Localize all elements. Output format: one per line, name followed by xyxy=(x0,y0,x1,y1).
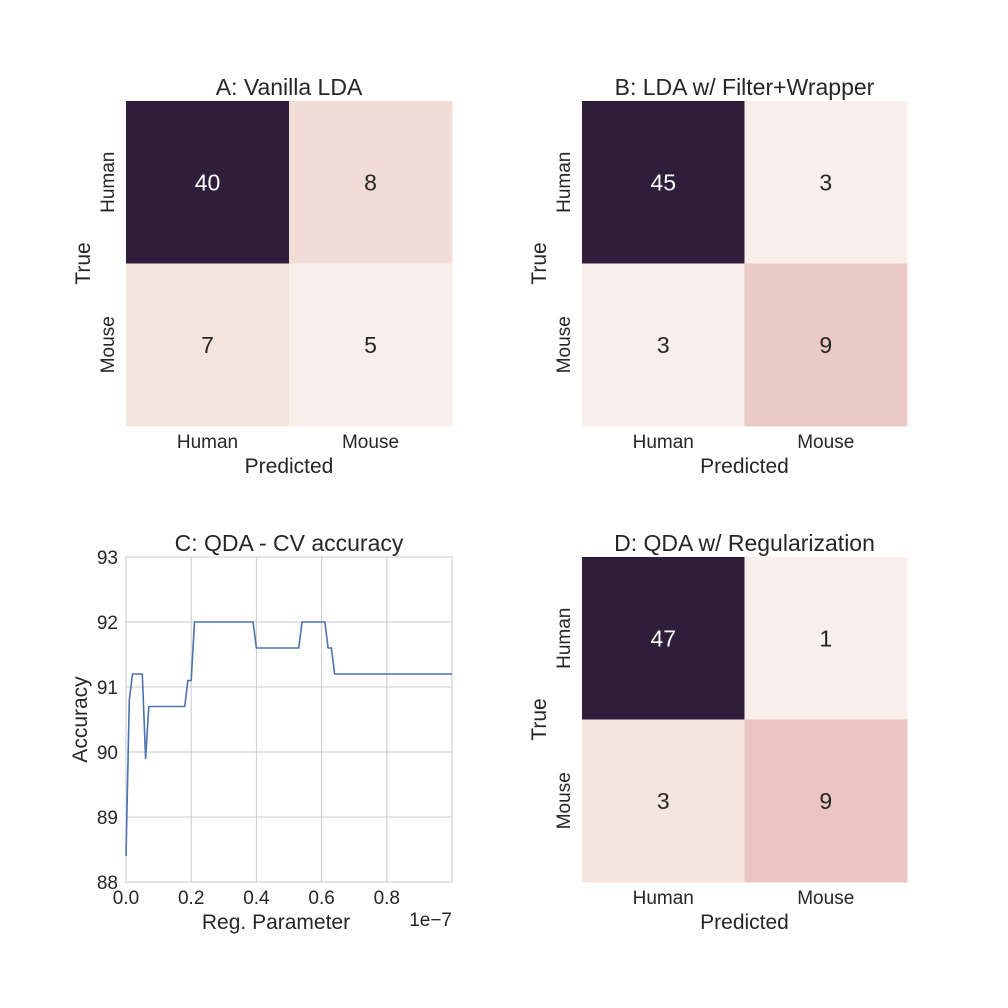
x-axis-label: Reg. Parameter xyxy=(202,911,350,934)
y-axis-label: True xyxy=(528,242,551,284)
heatmap-cell xyxy=(582,557,745,720)
heatmap-cell xyxy=(289,263,453,427)
plot-background xyxy=(126,557,452,882)
cell-value-label: 7 xyxy=(201,332,214,358)
cell-value-label: 8 xyxy=(364,169,377,195)
y-tick-label: 89 xyxy=(97,808,118,829)
y-tick-label: Mouse xyxy=(98,316,119,373)
chart-title: A: Vanilla LDA xyxy=(216,74,363,100)
cell-value-label: 45 xyxy=(650,169,676,195)
x-tick-label: 0.8 xyxy=(374,888,400,909)
cell-value-label: 9 xyxy=(819,332,832,358)
chart-title: D: QDA w/ Regularization xyxy=(614,530,875,556)
x-tick-label: 0.2 xyxy=(178,888,204,909)
x-tick-label: Human xyxy=(633,888,694,909)
chart-title: C: QDA - CV accuracy xyxy=(175,530,404,556)
heatmap-cell xyxy=(744,101,908,264)
heatmap-cell xyxy=(582,719,745,883)
x-tick-label: Mouse xyxy=(797,888,854,909)
x-axis-label: Predicted xyxy=(700,911,789,934)
y-tick-label: Mouse xyxy=(554,772,575,829)
x-offset-label: 1e−7 xyxy=(409,910,452,931)
cell-value-label: 47 xyxy=(650,625,676,651)
panel-a-vanilla-lda: A: Vanilla LDA 40 8 7 5 Human Mouse Human Mouse P… xyxy=(72,74,453,478)
y-tick-label: Human xyxy=(554,608,575,669)
cell-value-label: 3 xyxy=(657,332,670,358)
x-tick-label: 0.4 xyxy=(243,888,270,909)
x-tick-label: 0.6 xyxy=(308,888,334,909)
y-tick-label: Human xyxy=(554,152,575,213)
y-axis-label: True xyxy=(72,242,95,284)
panel-b-lda-filter-wrapper: B: LDA w/ Filter+Wrapper 45 3 3 9 Human Mouse H… xyxy=(528,74,908,478)
heatmap-cell xyxy=(126,101,290,264)
y-tick-label: Mouse xyxy=(554,316,575,373)
x-tick-label: 0.0 xyxy=(113,888,139,909)
x-tick-label: Human xyxy=(177,432,238,453)
plot-frame xyxy=(125,556,453,883)
y-axis-label: True xyxy=(528,698,551,740)
heatmap-cell xyxy=(126,263,290,427)
heatmap-cell xyxy=(289,101,453,264)
heatmap-cell xyxy=(744,263,908,427)
cell-value-label: 1 xyxy=(819,625,832,651)
heatmap-cell xyxy=(744,719,908,883)
panel-c-qda-cv-accuracy: 0.0 0.2 0.4 0.6 0.8 88 89 90 91 92 93 1e−7 C: QDA - … xyxy=(69,530,453,934)
y-tick-label: 88 xyxy=(97,873,118,894)
cell-value-label: 40 xyxy=(195,169,221,195)
x-tick-label: Mouse xyxy=(342,432,399,453)
y-tick-label: Human xyxy=(98,152,119,213)
cell-value-label: 5 xyxy=(364,332,377,358)
y-tick-label: 93 xyxy=(97,548,118,569)
y-axis-label: Accuracy xyxy=(69,676,92,763)
chart-title: B: LDA w/ Filter+Wrapper xyxy=(615,74,875,100)
heatmap-cell xyxy=(582,263,745,427)
cell-value-label: 3 xyxy=(657,788,670,814)
cell-value-label: 3 xyxy=(819,169,832,195)
accuracy-line xyxy=(125,621,452,857)
x-axis-label: Predicted xyxy=(245,455,334,478)
y-tick-label: 90 xyxy=(97,743,118,764)
x-tick-label: Human xyxy=(633,432,694,453)
cell-value-label: 9 xyxy=(819,788,832,814)
y-tick-label: 91 xyxy=(97,678,118,699)
x-axis-label: Predicted xyxy=(700,455,789,478)
panel-d-qda-regularization: D: QDA w/ Regularization 47 1 3 9 Human Mouse H… xyxy=(528,530,908,934)
y-tick-label: 92 xyxy=(97,613,118,634)
heatmap-cell xyxy=(744,557,908,720)
heatmap-cell xyxy=(582,101,745,264)
x-tick-label: Mouse xyxy=(797,432,854,453)
